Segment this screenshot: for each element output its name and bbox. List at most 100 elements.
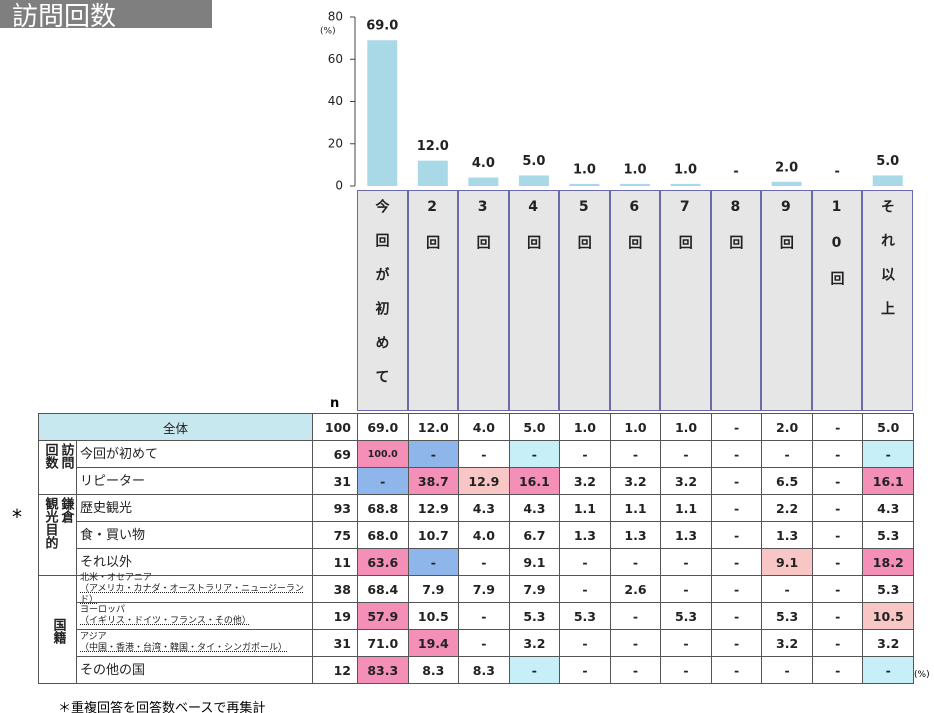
data-cell: 9.1 xyxy=(762,549,813,576)
data-cell: 3.2 xyxy=(610,468,662,495)
data-cell: - xyxy=(610,441,662,468)
row-label: リピーター xyxy=(77,468,313,495)
data-cell: 5.3 xyxy=(762,603,813,630)
data-cell: - xyxy=(560,549,611,576)
value-label: 5.0 xyxy=(876,154,899,169)
y-tick-label: 80 xyxy=(328,10,343,24)
group-label: 国籍 xyxy=(50,618,66,644)
data-cell: 5.0 xyxy=(509,414,561,441)
data-cell: - xyxy=(711,630,763,657)
data-cell: 6.5 xyxy=(762,468,813,495)
value-label: - xyxy=(834,165,839,180)
data-cell: - xyxy=(711,522,763,549)
value-label: 69.0 xyxy=(366,19,398,34)
row-label-main: アジア xyxy=(80,632,107,642)
data-cell: - xyxy=(661,657,712,684)
data-cell: 8.3 xyxy=(408,657,460,684)
column-header: 3回 xyxy=(458,190,509,411)
data-cell: 7.9 xyxy=(459,576,510,603)
marker: * xyxy=(12,505,22,529)
row-label-sub: （イギリス・ドイツ・フランス・その他） xyxy=(80,616,251,626)
data-cell: 2.6 xyxy=(610,576,662,603)
data-cell: - xyxy=(509,657,561,684)
group-cell: 訪問 回数 xyxy=(39,441,77,495)
data-cell: 3.2 xyxy=(863,630,914,657)
data-cell: - xyxy=(762,576,813,603)
bar xyxy=(620,183,650,186)
n-cell: 100 xyxy=(313,414,358,441)
row-label: ヨーロッパ （イギリス・ドイツ・フランス・その他） xyxy=(77,603,313,630)
data-cell: - xyxy=(812,630,864,657)
bar xyxy=(771,181,802,186)
data-cell: 5.3 xyxy=(863,576,914,603)
data-cell: 1.3 xyxy=(661,522,712,549)
data-cell: 6.7 xyxy=(509,522,561,549)
data-cell: - xyxy=(711,441,763,468)
data-cell: 1.0 xyxy=(661,414,712,441)
page-title: 訪問回数 xyxy=(0,0,212,32)
data-cell: 1.1 xyxy=(560,495,611,522)
data-cell: 1.3 xyxy=(610,522,662,549)
data-cell: 3.2 xyxy=(661,468,712,495)
data-cell: - xyxy=(711,414,763,441)
value-label: 1.0 xyxy=(573,162,596,177)
bar xyxy=(468,177,499,186)
data-cell: - xyxy=(560,441,611,468)
data-cell: - xyxy=(812,603,864,630)
group-label: 鎌倉 観光目的 xyxy=(42,497,74,549)
data-cell: 12.9 xyxy=(408,495,460,522)
data-cell: 83.3 xyxy=(358,657,409,684)
data-cell: 1.1 xyxy=(661,495,712,522)
n-cell: 31 xyxy=(313,468,358,495)
row-label-main: 食・買い物 xyxy=(80,527,146,543)
data-cell: 16.1 xyxy=(509,468,561,495)
data-cell: 4.0 xyxy=(459,414,510,441)
group-label-line: 国籍 xyxy=(50,617,66,644)
n-cell: 11 xyxy=(313,549,358,576)
data-cell: 5.3 xyxy=(560,603,611,630)
bar xyxy=(670,183,701,186)
data-cell: 7.9 xyxy=(408,576,460,603)
data-cell: 5.3 xyxy=(661,603,712,630)
row-label-main: ヨーロッパ xyxy=(80,605,126,615)
data-cell: - xyxy=(711,468,763,495)
data-cell: - xyxy=(459,549,510,576)
group-cell: 鎌倉 観光目的 xyxy=(39,495,77,576)
data-cell: 5.0 xyxy=(863,414,914,441)
data-cell: - xyxy=(711,657,763,684)
data-cell: - xyxy=(812,495,864,522)
data-cell: - xyxy=(610,657,662,684)
data-cell: - xyxy=(863,657,914,684)
group-cell: 国籍 xyxy=(39,576,77,684)
bar xyxy=(367,40,398,186)
data-cell: 1.0 xyxy=(610,414,662,441)
data-cell: - xyxy=(661,576,712,603)
column-header: 4回 xyxy=(508,190,560,411)
data-cell: - xyxy=(610,549,662,576)
y-tick-label: 0 xyxy=(335,179,343,191)
data-cell: 5.3 xyxy=(863,522,914,549)
data-cell: - xyxy=(812,414,864,441)
data-cell: - xyxy=(812,468,864,495)
value-label: 2.0 xyxy=(775,160,798,175)
value-label: 12.0 xyxy=(417,139,449,154)
row-label: その他の国 xyxy=(77,657,313,684)
data-cell: 1.3 xyxy=(762,522,813,549)
data-cell: - xyxy=(812,576,864,603)
row-label-main: それ以外 xyxy=(80,554,133,570)
bar xyxy=(872,175,903,186)
row-label-sub: （中国・香港・台湾・韓国・タイ・シンガポール） xyxy=(80,643,288,653)
data-cell: - xyxy=(661,441,712,468)
group-label-line: 回数 xyxy=(42,443,58,469)
y-unit: (%) xyxy=(320,27,336,37)
data-cell: - xyxy=(610,630,662,657)
data-cell: 18.2 xyxy=(863,549,914,576)
data-cell: - xyxy=(711,576,763,603)
column-header: 5回 xyxy=(559,190,610,411)
n-cell: 75 xyxy=(313,522,358,549)
row-label-main: 歴史観光 xyxy=(80,500,133,516)
data-cell: 4.3 xyxy=(459,495,510,522)
row-label: 食・買い物 xyxy=(77,522,313,549)
data-cell: - xyxy=(863,441,914,468)
